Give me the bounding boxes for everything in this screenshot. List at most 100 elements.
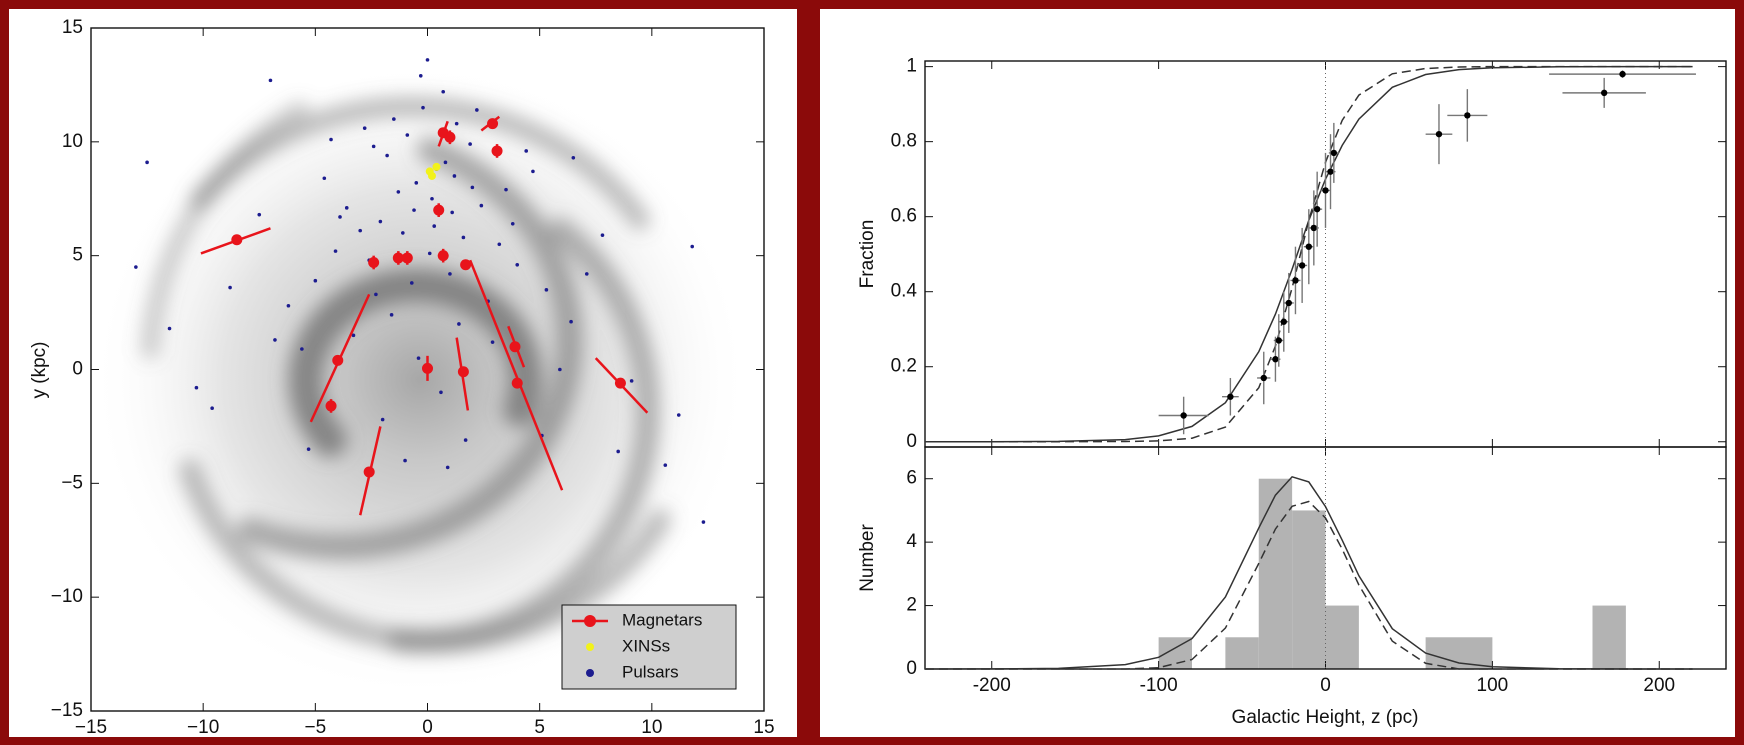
point [210,406,214,411]
point [401,231,405,235]
point [385,153,389,158]
y-tick-label: 1 [906,56,917,77]
y-tick-label: 0.8 [891,131,917,152]
point [1272,356,1279,363]
point [1600,89,1608,97]
y-tick-label: −15 [51,700,83,721]
point [427,251,432,256]
point [425,58,430,62]
point [1260,374,1267,382]
point [463,438,468,442]
point [432,224,437,228]
point [421,105,425,110]
point [409,281,414,285]
point [268,78,273,83]
legend-marker [586,669,594,677]
histogram-bar [1325,605,1359,669]
point [448,272,452,276]
point [392,252,404,264]
x-tick-label: 5 [534,717,545,738]
point [487,118,499,130]
point [509,341,521,353]
x-tick-label: 200 [1643,675,1675,696]
point [333,249,338,253]
y-axis-label: Number [857,524,878,592]
point [1464,112,1471,119]
point [378,219,383,224]
point [1280,318,1287,325]
point [396,190,401,194]
y-axis-label: y (kpc) [29,342,50,399]
point [497,242,502,247]
legend-label: Pulsars [622,662,679,681]
point [430,196,434,201]
point [1285,299,1292,307]
point [371,144,376,149]
point [329,137,333,142]
point [584,272,589,276]
point [452,174,457,178]
point [231,234,243,246]
model-curve [925,65,1693,443]
point [325,400,337,412]
point [437,250,449,262]
spiral-arms [141,96,671,653]
point [405,133,410,137]
y-tick-label: 4 [906,531,917,552]
x-tick-label: -200 [973,675,1011,696]
y-tick-label: 0 [906,431,917,452]
point [145,160,149,165]
y-tick-label: 0.4 [891,281,918,302]
y-axis-label: Fraction [857,220,878,289]
point [439,390,443,395]
point [616,449,620,454]
point [1275,337,1282,344]
y-tick-label: 10 [62,131,83,152]
point [1619,70,1626,78]
point [1313,205,1321,213]
point [403,458,407,463]
point [432,162,441,171]
point [380,417,385,422]
point [1310,224,1318,232]
point [418,74,423,78]
point [676,413,681,417]
legend-label: XINSs [622,636,670,655]
point [445,465,450,470]
point [511,377,523,389]
point [558,367,562,372]
point [1180,412,1187,419]
point [273,338,277,342]
point [457,322,461,326]
x-axis-label: Galactic Height, z (pc) [1232,707,1419,728]
point [454,121,459,126]
histogram-bar [1592,605,1626,669]
model-curve [925,500,1693,670]
point [300,347,304,351]
point [389,313,394,317]
point [362,126,367,130]
point [460,259,472,271]
points [134,58,706,524]
y-tick-label: −5 [61,472,83,493]
point [412,208,416,212]
point [479,203,484,208]
point [422,362,433,374]
point [433,204,445,216]
point [468,142,472,146]
point [425,167,434,176]
point [569,319,573,324]
point [194,385,199,390]
point [614,377,626,389]
point [344,206,349,210]
point [392,117,396,121]
point [1292,277,1299,284]
point [332,354,344,366]
model-curve [924,475,1693,670]
point [1298,262,1306,269]
point [461,235,466,240]
point [134,265,138,269]
point [504,187,508,192]
point [1435,130,1443,138]
histogram-bar [1258,478,1293,669]
